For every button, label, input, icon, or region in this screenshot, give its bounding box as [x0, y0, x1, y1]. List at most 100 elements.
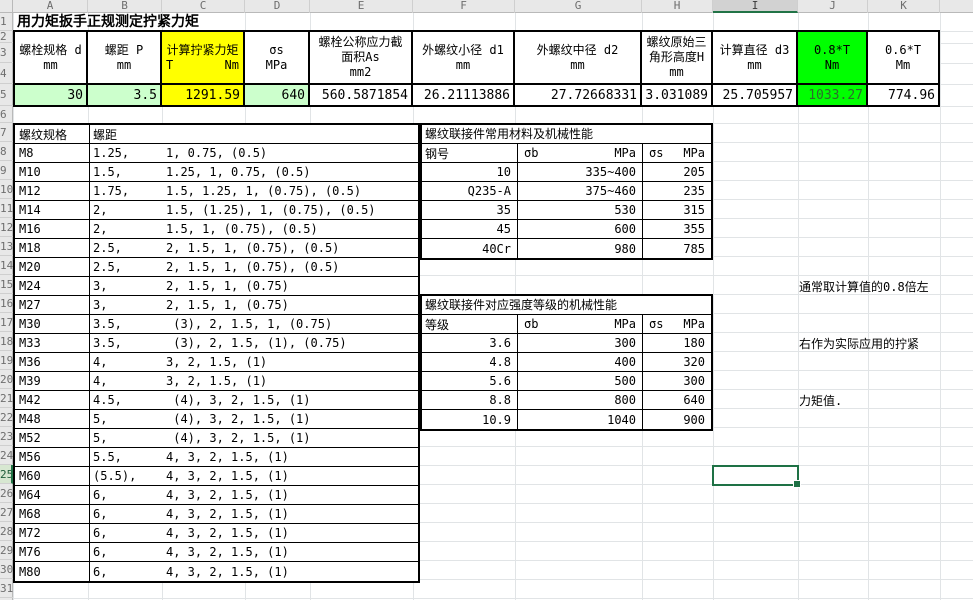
sigma-b-cell[interactable]: 300	[518, 334, 643, 352]
thread-spec-cell[interactable]: M14	[15, 201, 90, 219]
thread-spec-cell[interactable]: M18	[15, 239, 90, 257]
pitch-series-cell[interactable]: 4, 3, 2, 1.5, (1)	[166, 545, 289, 559]
column-header-G[interactable]: G	[515, 0, 642, 13]
fill-handle[interactable]	[793, 480, 801, 488]
thread-spec-cell[interactable]: M56	[15, 448, 90, 466]
row-header-13[interactable]: 13	[0, 237, 13, 256]
thread-spec-cell[interactable]: M42	[15, 391, 90, 409]
thread-spec-cell[interactable]: M36	[15, 353, 90, 371]
sigma-s-cell[interactable]: 320	[683, 355, 705, 369]
torque-header-cell[interactable]: 螺栓公称应力截 面积As mm2	[310, 32, 413, 85]
sigma-s-cell[interactable]: 640	[683, 393, 705, 407]
material-name-cell[interactable]: 10	[422, 163, 518, 181]
material-name-cell[interactable]: 40Cr	[422, 239, 518, 258]
row-header-3[interactable]: 3	[0, 43, 13, 63]
thread-spec-cell[interactable]: M64	[15, 486, 90, 504]
row-header-28[interactable]: 28	[0, 522, 13, 541]
sigma-s-header[interactable]: σs MPa	[649, 146, 705, 160]
column-header-H[interactable]: H	[642, 0, 713, 13]
thread-spec-cell[interactable]: M8	[15, 144, 90, 162]
sigma-b-cell[interactable]: 1040	[518, 410, 643, 429]
row-header-11[interactable]: 11	[0, 199, 13, 218]
row-header-21[interactable]: 21	[0, 389, 13, 408]
thread-spec-cell[interactable]: M48	[15, 410, 90, 428]
torque-value-cell[interactable]: 560.5871854	[310, 85, 413, 105]
column-header-F[interactable]: F	[413, 0, 515, 13]
sigma-b-header[interactable]: σb MPa	[518, 315, 643, 333]
torque-header-cell[interactable]: 0.8*T Nm	[798, 32, 868, 85]
row-header-15[interactable]: 15	[0, 275, 13, 294]
row-header-7[interactable]: 7	[0, 123, 13, 142]
material-title[interactable]: 螺纹联接件常用材料及机械性能	[422, 125, 711, 144]
pitch-series-cell[interactable]: 2, 1.5, 1, (0.75), (0.5)	[166, 241, 340, 255]
column-header-J[interactable]: J	[798, 0, 868, 13]
thread-spec-cell[interactable]: M33	[15, 334, 90, 352]
pitch-series-cell[interactable]: 2, 1.5, 1, (0.75), (0.5)	[166, 260, 340, 274]
sigma-b-cell[interactable]: 400	[518, 353, 643, 371]
material-name-cell[interactable]: 45	[422, 220, 518, 238]
pitch-header[interactable]: 螺距	[93, 127, 118, 142]
sigma-b-cell[interactable]: 375~460	[518, 182, 643, 200]
torque-value-cell[interactable]: 640	[245, 85, 310, 105]
pitch-cell[interactable]: 5,	[93, 431, 108, 445]
sigma-b-cell[interactable]: 980	[518, 239, 643, 258]
column-header-I[interactable]: I	[713, 0, 798, 13]
row-header-18[interactable]: 18	[0, 332, 13, 351]
pitch-series-header[interactable]	[166, 125, 418, 143]
row-header-12[interactable]: 12	[0, 218, 13, 237]
pitch-series-cell[interactable]: 4, 3, 2, 1.5, (1)	[166, 488, 289, 502]
sigma-s-cell[interactable]: 900	[683, 412, 705, 427]
select-all-corner[interactable]	[0, 0, 13, 13]
thread-spec-cell[interactable]: M68	[15, 505, 90, 523]
grade-name-cell[interactable]: 8.8	[422, 391, 518, 409]
sigma-b-cell[interactable]: 800	[518, 391, 643, 409]
material-col1-header[interactable]: 钢号	[422, 144, 518, 162]
thread-spec-cell[interactable]: M27	[15, 296, 90, 314]
pitch-series-cell[interactable]: 1.5, (1.25), 1, (0.75), (0.5)	[166, 203, 376, 217]
grade-title[interactable]: 螺纹联接件对应强度等级的机械性能	[422, 296, 711, 315]
pitch-series-cell[interactable]: 4, 3, 2, 1.5, (1)	[166, 526, 289, 540]
pitch-series-cell[interactable]: (3), 2, 1.5, (1), (0.75)	[166, 336, 347, 350]
thread-spec-cell[interactable]: M16	[15, 220, 90, 238]
row-header-6[interactable]: 6	[0, 106, 13, 123]
material-name-cell[interactable]: Q235-A	[422, 182, 518, 200]
pitch-series-cell[interactable]: (4), 3, 2, 1.5, (1)	[166, 431, 311, 445]
sigma-s-cell[interactable]: 315	[683, 203, 705, 217]
column-header-K[interactable]: K	[868, 0, 940, 13]
pitch-series-cell[interactable]: 3, 2, 1.5, (1)	[166, 374, 268, 388]
row-header-20[interactable]: 20	[0, 370, 13, 389]
torque-value-cell[interactable]: 774.96	[868, 85, 938, 105]
pitch-cell[interactable]: 6,	[93, 507, 108, 521]
sigma-s-cell[interactable]: 785	[683, 241, 705, 256]
thread-spec-cell[interactable]: M52	[15, 429, 90, 447]
row-header-16[interactable]: 16	[0, 294, 13, 313]
pitch-cell[interactable]: 6,	[93, 488, 108, 502]
grade-name-cell[interactable]: 4.8	[422, 353, 518, 371]
torque-value-cell[interactable]: 1291.59	[162, 85, 245, 105]
column-header-A[interactable]: A	[13, 0, 88, 13]
pitch-series-cell[interactable]: (4), 3, 2, 1.5, (1)	[166, 412, 311, 426]
sigma-b-cell[interactable]: 335~400	[518, 163, 643, 181]
sigma-s-cell[interactable]: 235	[683, 184, 705, 198]
torque-value-cell[interactable]: 30	[15, 85, 88, 105]
row-header-24[interactable]: 24	[0, 446, 13, 465]
pitch-series-cell[interactable]: (3), 2, 1.5, 1, (0.75)	[166, 317, 333, 331]
thread-spec-cell[interactable]: M30	[15, 315, 90, 333]
thread-spec-cell[interactable]: M12	[15, 182, 90, 200]
torque-value-cell[interactable]: 25.705957	[713, 85, 798, 105]
sigma-b-header[interactable]: σb MPa	[518, 144, 643, 162]
column-header-B[interactable]: B	[88, 0, 162, 13]
thread-spec-cell[interactable]: M76	[15, 543, 90, 561]
pitch-series-cell[interactable]: 1.5, 1, (0.75), (0.5)	[166, 222, 318, 236]
grade-name-cell[interactable]: 10.9	[422, 410, 518, 429]
torque-value-cell[interactable]: 26.21113886	[413, 85, 515, 105]
pitch-series-cell[interactable]: 1, 0.75, (0.5)	[166, 146, 268, 160]
pitch-series-cell[interactable]: 2, 1.5, 1, (0.75)	[166, 279, 289, 293]
torque-value-cell[interactable]: 3.5	[88, 85, 162, 105]
column-header-C[interactable]: C	[162, 0, 245, 13]
grade-name-cell[interactable]: 3.6	[422, 334, 518, 352]
pitch-series-cell[interactable]: 4, 3, 2, 1.5, (1)	[166, 564, 289, 579]
row-header-2[interactable]: 2	[0, 31, 13, 43]
row-header-5[interactable]: 5	[0, 84, 13, 106]
